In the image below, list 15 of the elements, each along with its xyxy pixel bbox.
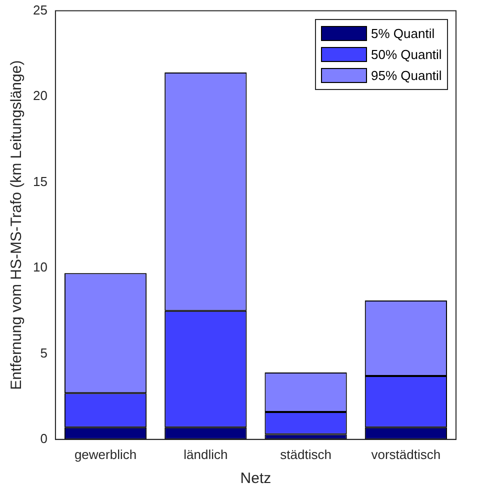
y-tick-label: 10	[32, 260, 48, 275]
y-axis-title: Entfernung vom HS-MS-Trafo (km Leitungslänge)	[8, 60, 26, 390]
y-tick-label: 15	[32, 174, 48, 189]
y-tick-label: 5	[40, 345, 48, 360]
legend-label: 95% Quantil	[371, 68, 442, 83]
legend-label: 50% Quantil	[371, 46, 442, 62]
x-tick-label: ländlich	[184, 446, 228, 462]
y-tick-label: 20	[32, 88, 48, 104]
x-tick-label: gewerblich	[74, 446, 137, 462]
x-tick-label: städtisch	[280, 446, 332, 462]
y-tick-label: 0	[40, 430, 48, 446]
legend-label: 5% Quantil	[371, 26, 435, 41]
x-axis-title: Netz	[240, 470, 272, 488]
y-tick-label: 25	[32, 2, 48, 18]
x-tick-label: vorstädtisch	[371, 446, 441, 462]
